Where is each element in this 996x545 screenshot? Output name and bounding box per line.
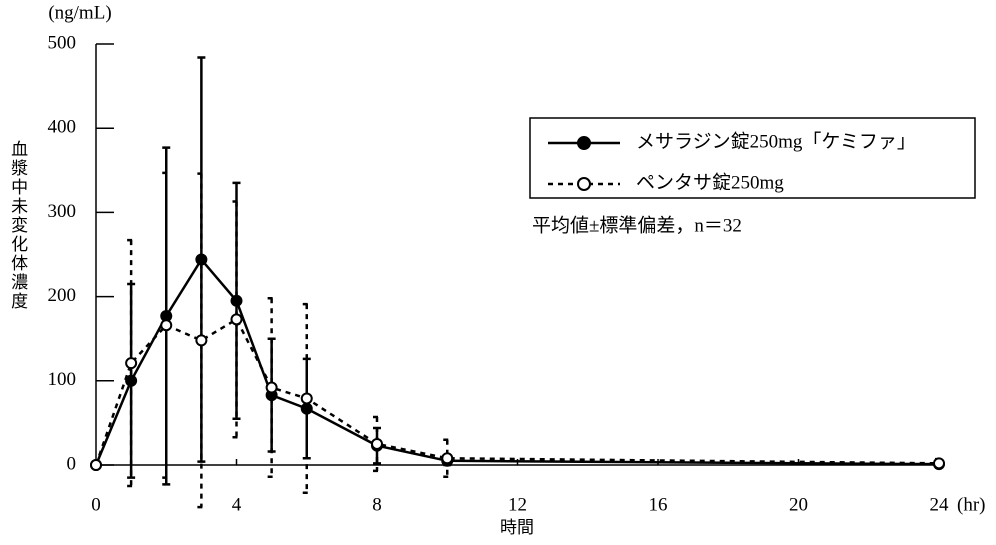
y-tick-label: 200	[48, 285, 77, 306]
data-point	[160, 319, 173, 332]
x-tick-label: 8	[372, 494, 382, 515]
x-tick-label: 24	[930, 494, 950, 515]
error-bar	[267, 297, 276, 479]
series-line	[94, 257, 940, 466]
y-tick-label: 0	[67, 453, 77, 474]
data-point	[90, 459, 102, 471]
annotation: 平均値±標準偏差，n＝32	[532, 214, 742, 236]
legend-marker	[577, 136, 591, 150]
x-tick-label: 20	[789, 494, 808, 515]
data-point	[441, 452, 454, 465]
data-point	[125, 357, 138, 370]
x-unit: (hr)	[957, 494, 985, 515]
legend-marker	[577, 177, 591, 191]
data-point	[195, 334, 208, 347]
x-axis-label: 時間	[500, 518, 534, 537]
y-tick-label: 400	[48, 117, 77, 138]
error-bar	[373, 415, 381, 473]
y-tick-label: 500	[48, 32, 77, 53]
error-bar	[197, 172, 206, 509]
legend-label: メサラジン錠250mg「ケミファ」	[636, 130, 916, 152]
y-axis-label: 血漿中未変化体濃度	[8, 140, 28, 311]
data-point	[300, 392, 313, 405]
x-tick-label: 4	[232, 494, 242, 515]
error-bar	[443, 438, 452, 479]
data-point	[265, 381, 278, 394]
series-line	[94, 317, 940, 466]
data-point	[933, 457, 945, 470]
x-tick-label: 0	[91, 494, 101, 515]
x-tick-label: 16	[649, 494, 668, 515]
y-tick-label: 100	[48, 369, 77, 390]
error-bar	[232, 200, 241, 439]
x-tick-label: 12	[508, 494, 527, 515]
legend-label: ペンタサ錠250mg	[636, 171, 784, 193]
y-tick-label: 300	[48, 201, 77, 222]
data-point	[230, 313, 243, 326]
y-unit: (ng/mL)	[48, 2, 111, 23]
data-point	[371, 437, 383, 450]
legend-box	[529, 117, 976, 199]
